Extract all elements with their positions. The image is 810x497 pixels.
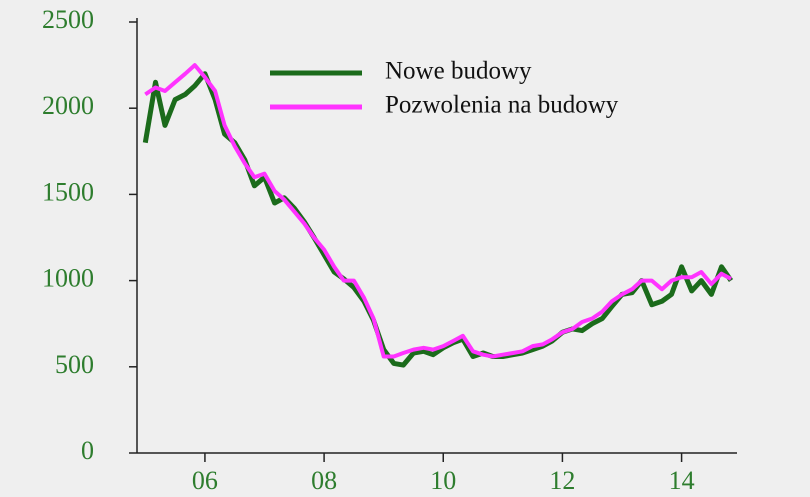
y-tick-label: 1000 [42, 264, 94, 293]
series-line [144, 63, 732, 359]
y-tick-label: 1500 [42, 177, 94, 206]
x-tick-label: 06 [192, 466, 218, 495]
y-tick-label: 0 [81, 436, 94, 465]
y-tick-label: 2000 [42, 91, 94, 120]
y-tick-label: 2500 [42, 5, 94, 34]
legend-label: Nowe budowy [385, 58, 532, 85]
x-tick-label: 10 [430, 466, 456, 495]
x-tick-label: 12 [549, 466, 575, 495]
legend-label: Pozwolenia na budowy [385, 92, 619, 119]
y-tick-label: 500 [55, 350, 94, 379]
x-tick-label: 14 [669, 466, 695, 495]
x-tick-label: 08 [311, 466, 337, 495]
